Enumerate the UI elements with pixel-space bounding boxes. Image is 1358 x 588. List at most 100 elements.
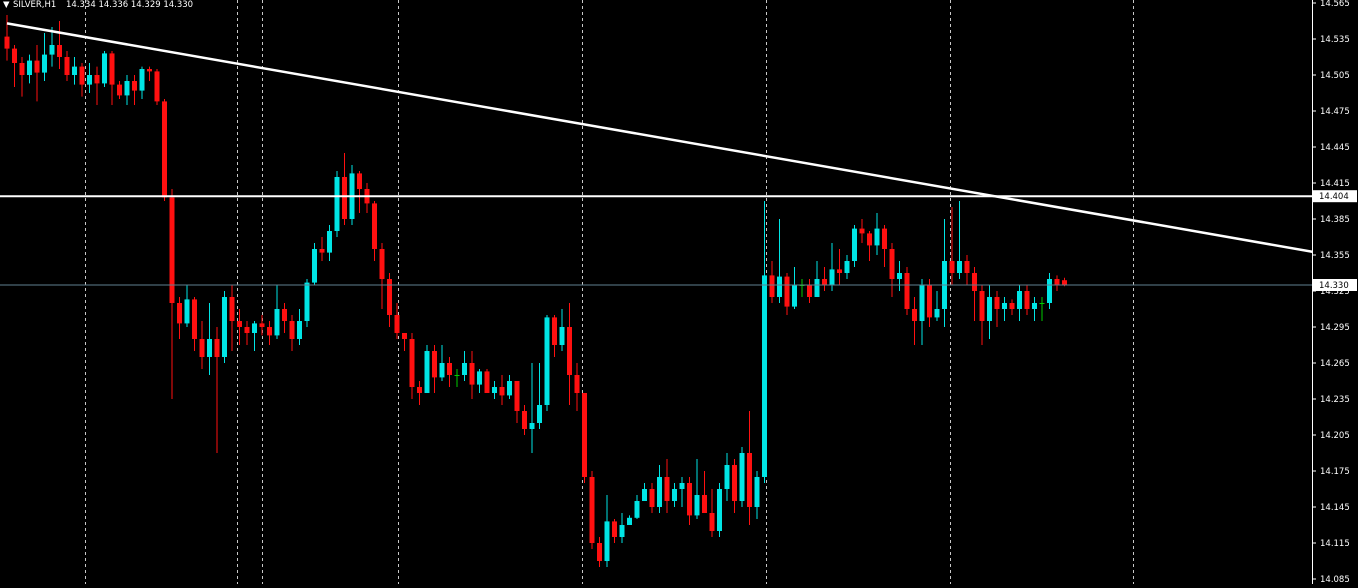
candle bbox=[867, 231, 872, 261]
candle-body bbox=[4, 36, 10, 49]
candle-body bbox=[552, 317, 557, 345]
y-tick-label: 14.085 bbox=[1320, 575, 1350, 584]
candle bbox=[289, 315, 295, 351]
trendline[interactable] bbox=[6, 22, 1331, 257]
candle bbox=[687, 477, 692, 525]
candle bbox=[447, 357, 452, 387]
candle bbox=[777, 219, 782, 303]
candle-body bbox=[214, 339, 220, 357]
y-tick-label: 14.175 bbox=[1320, 467, 1350, 477]
candle bbox=[1047, 273, 1052, 309]
candle-body bbox=[244, 327, 250, 333]
candle-body bbox=[612, 521, 617, 537]
candle bbox=[417, 381, 422, 405]
candle-body bbox=[169, 197, 175, 303]
candle-body bbox=[559, 327, 565, 345]
ohlc-readout: 14.334 14.336 14.329 14.330 bbox=[66, 0, 193, 10]
candle bbox=[994, 291, 1000, 327]
candle-body bbox=[709, 513, 715, 531]
candle-body bbox=[34, 60, 40, 73]
candle-body bbox=[784, 276, 790, 307]
candle bbox=[327, 225, 332, 261]
candle bbox=[229, 285, 235, 351]
candle bbox=[964, 255, 970, 285]
candle bbox=[1009, 299, 1015, 315]
candle bbox=[762, 201, 767, 483]
candle-body bbox=[769, 275, 775, 297]
candle-body bbox=[402, 333, 407, 339]
candle bbox=[237, 309, 242, 345]
candle bbox=[957, 201, 962, 279]
candle bbox=[642, 483, 647, 501]
candle-body bbox=[829, 269, 835, 285]
candle-body bbox=[222, 297, 227, 357]
drawn-lines[interactable] bbox=[0, 22, 1331, 286]
candle bbox=[1017, 285, 1022, 321]
candle-series bbox=[4, 15, 1067, 567]
candle-body bbox=[754, 477, 760, 507]
candle bbox=[694, 459, 700, 519]
y-tick-label: 14.505 bbox=[1320, 71, 1350, 81]
candle-body bbox=[904, 273, 910, 309]
candle bbox=[334, 171, 340, 237]
candle bbox=[649, 483, 655, 513]
candle bbox=[57, 21, 62, 69]
candle-body bbox=[1032, 303, 1037, 309]
candle-body bbox=[537, 405, 542, 423]
candle-body bbox=[597, 543, 602, 561]
y-tick-label: 14.295 bbox=[1320, 323, 1350, 333]
candle bbox=[207, 303, 212, 375]
current-price-tag: 14.330 bbox=[1319, 281, 1349, 291]
candle-body bbox=[327, 231, 332, 253]
y-tick-label: 14.535 bbox=[1320, 35, 1350, 45]
candle-body bbox=[12, 48, 17, 63]
candle-body bbox=[469, 363, 475, 385]
candle-body bbox=[357, 173, 362, 189]
candle-body bbox=[642, 489, 647, 501]
candle-body bbox=[724, 465, 730, 489]
candle bbox=[492, 381, 497, 399]
candle bbox=[349, 165, 355, 225]
candle-body bbox=[409, 339, 415, 387]
candle bbox=[627, 515, 632, 525]
candle-body bbox=[717, 489, 722, 531]
candle-body bbox=[237, 321, 242, 327]
candle-body bbox=[814, 279, 820, 297]
candle-body bbox=[274, 309, 280, 336]
candle bbox=[717, 483, 722, 537]
candle bbox=[822, 267, 827, 291]
candle-body bbox=[627, 517, 632, 525]
candle-body bbox=[687, 483, 692, 516]
candle bbox=[934, 291, 940, 321]
candle bbox=[72, 57, 77, 85]
candle-body bbox=[822, 279, 827, 285]
horizontal-line-price-tag-bg bbox=[1313, 190, 1357, 203]
y-tick-label: 14.325 bbox=[1320, 287, 1350, 297]
candle-body bbox=[177, 303, 182, 324]
candle bbox=[222, 291, 227, 363]
candle-body bbox=[387, 279, 392, 315]
candle-body bbox=[492, 387, 497, 393]
candle bbox=[552, 315, 557, 357]
candle bbox=[739, 447, 745, 507]
candle-body bbox=[679, 483, 685, 489]
candle bbox=[634, 495, 640, 519]
candle bbox=[484, 369, 490, 393]
candle bbox=[259, 315, 265, 336]
candle-body bbox=[514, 381, 520, 411]
header-arrow[interactable]: ▼ bbox=[3, 0, 10, 10]
candle-body bbox=[649, 489, 655, 507]
candle-body bbox=[417, 387, 422, 393]
candle bbox=[709, 489, 715, 537]
candle-body bbox=[42, 54, 47, 73]
candle-body bbox=[1062, 280, 1067, 285]
candle bbox=[1032, 297, 1037, 321]
candle bbox=[784, 273, 790, 315]
candle bbox=[312, 243, 317, 285]
candle-body bbox=[1024, 291, 1030, 309]
candle-body bbox=[792, 285, 797, 307]
candle bbox=[34, 45, 40, 102]
candle-body bbox=[619, 525, 625, 537]
